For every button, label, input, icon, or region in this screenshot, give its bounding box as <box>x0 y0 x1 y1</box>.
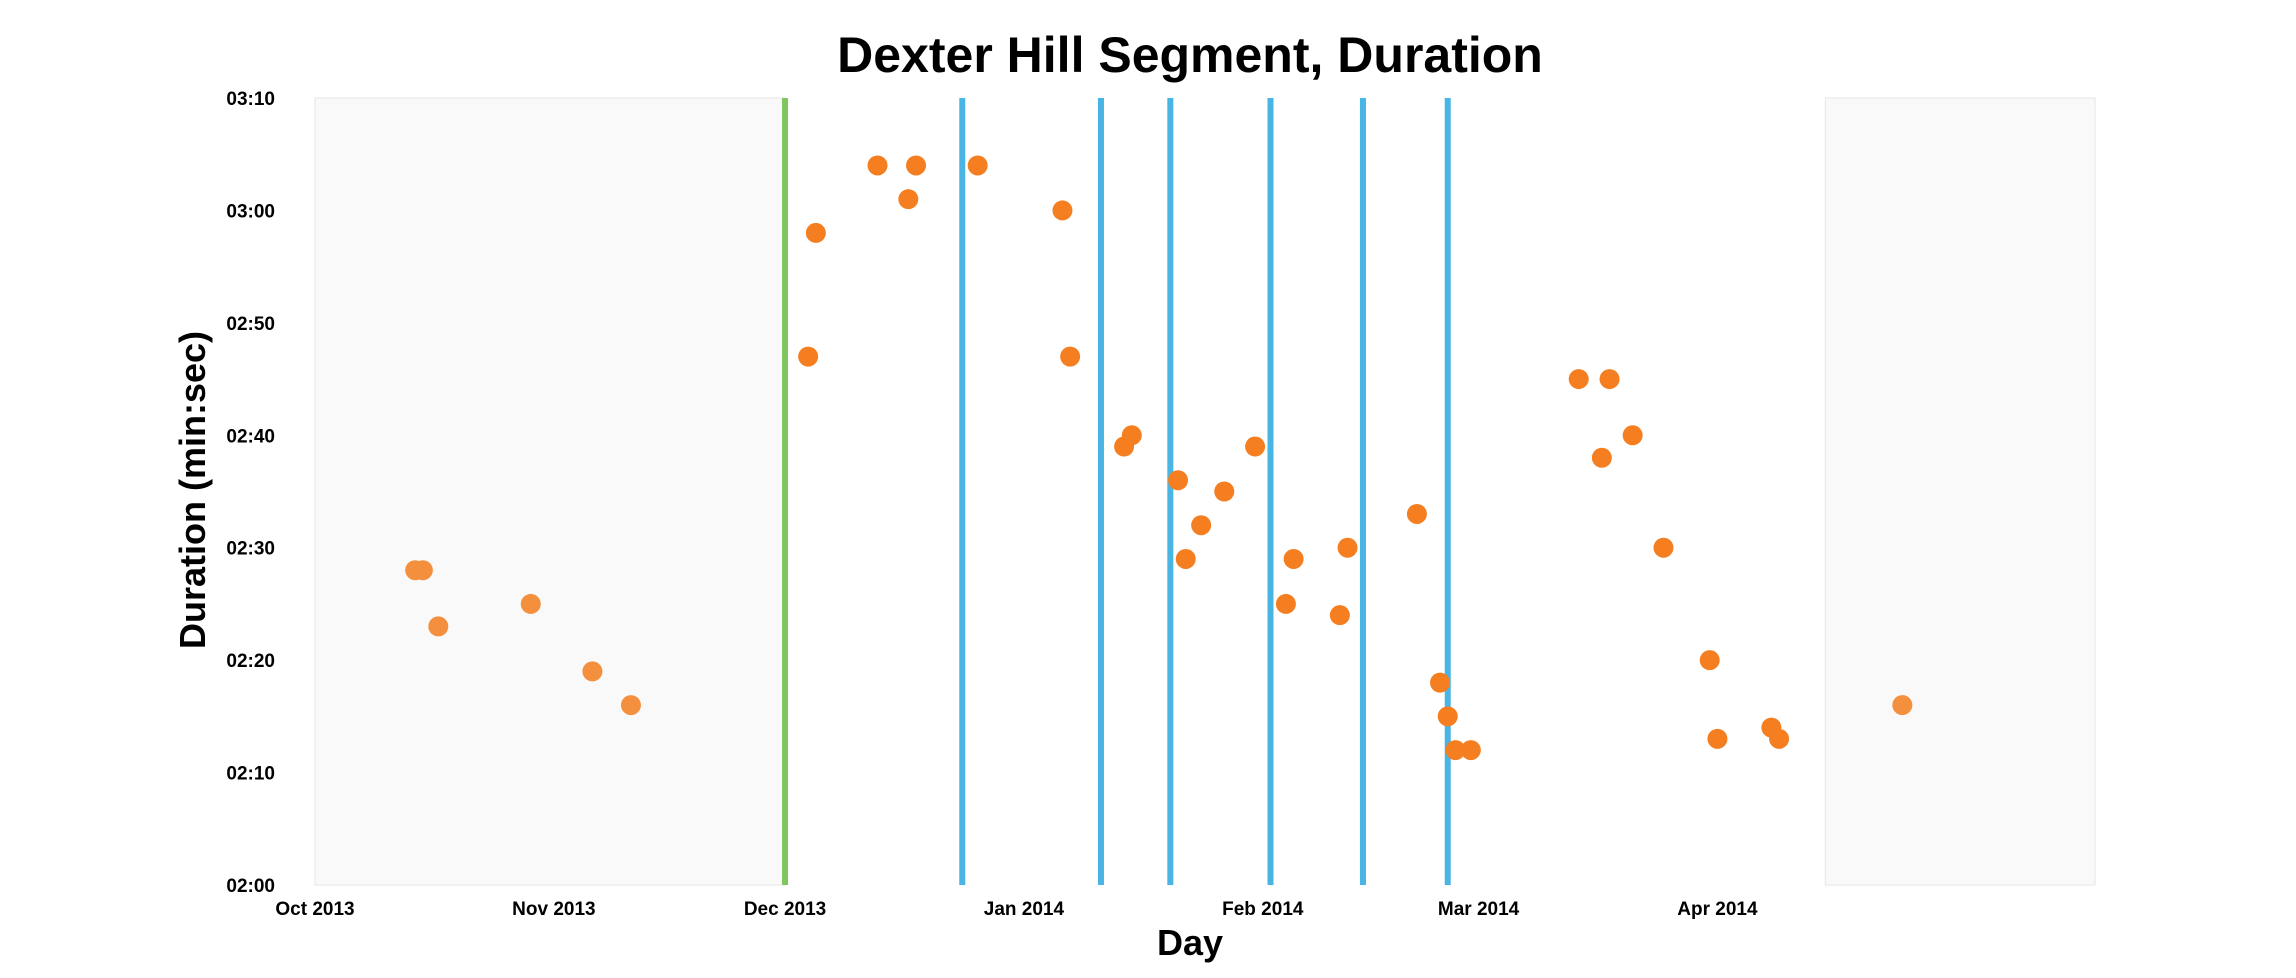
data-point <box>1653 537 1674 558</box>
data-point <box>428 616 449 637</box>
y-tick-label: 02:50 <box>226 314 275 335</box>
data-point <box>967 155 988 176</box>
y-tick-label: 02:20 <box>226 651 275 672</box>
y-tick-label: 02:40 <box>226 426 275 447</box>
y-axis-label: Duration (min:sec) <box>172 331 213 649</box>
x-tick-label: Feb 2014 <box>1222 899 1304 920</box>
data-point <box>1437 706 1458 727</box>
y-axis-ticks: 02:00 02:10 02:20 02:30 02:40 02:50 03:00 03:10 <box>226 89 275 897</box>
data-point <box>906 155 927 176</box>
x-tick-label: Mar 2014 <box>1438 899 1520 920</box>
data-point <box>1599 369 1620 390</box>
data-point <box>520 593 541 614</box>
x-tick-label: Dec 2013 <box>744 899 826 920</box>
x-tick-label: Nov 2013 <box>512 899 595 920</box>
data-point <box>1892 695 1913 716</box>
data-point <box>1214 481 1235 502</box>
y-tick-label: 02:10 <box>226 764 275 785</box>
data-point <box>1283 548 1304 569</box>
data-point <box>805 222 826 243</box>
chart-title: Dexter Hill Segment, Duration <box>837 27 1543 83</box>
data-point <box>620 695 641 716</box>
data-point <box>1622 425 1643 446</box>
data-point <box>1430 672 1451 693</box>
data-point <box>1445 740 1466 761</box>
data-point <box>1699 650 1720 671</box>
data-point <box>1245 436 1266 457</box>
data-point-layer <box>405 155 1913 761</box>
data-point <box>898 189 919 210</box>
data-point <box>1168 470 1189 491</box>
data-point <box>1406 503 1427 524</box>
shaded-region-layer <box>314 97 2096 886</box>
data-point <box>1769 728 1790 749</box>
data-point <box>1191 515 1212 536</box>
shaded-region <box>1824 97 2096 886</box>
data-point <box>1175 548 1196 569</box>
shaded-region <box>314 97 786 886</box>
data-point <box>1568 369 1589 390</box>
x-axis-ticks: Oct 2013 Nov 2013 Dec 2013 Jan 2014 Feb 2014… <box>275 899 1758 920</box>
x-axis-label: Day <box>1157 922 1223 963</box>
data-point <box>1337 537 1358 558</box>
data-point <box>867 155 888 176</box>
data-point <box>1329 605 1350 626</box>
data-point <box>1121 425 1142 446</box>
data-point <box>1460 740 1481 761</box>
data-point <box>1052 200 1073 221</box>
y-tick-label: 02:00 <box>226 876 275 897</box>
y-tick-label: 02:30 <box>226 539 275 560</box>
y-tick-label: 03:10 <box>226 89 275 110</box>
data-point <box>412 560 433 581</box>
data-point <box>1591 447 1612 468</box>
x-tick-label: Apr 2014 <box>1677 899 1758 920</box>
y-tick-label: 03:00 <box>226 201 275 222</box>
data-point <box>582 661 603 682</box>
x-tick-label: Jan 2014 <box>984 899 1065 920</box>
vertical-marker-layer <box>782 98 1451 885</box>
data-point <box>798 346 819 367</box>
data-point <box>1275 593 1296 614</box>
data-point <box>1060 346 1081 367</box>
data-point <box>1707 728 1728 749</box>
x-tick-label: Oct 2013 <box>275 899 354 920</box>
